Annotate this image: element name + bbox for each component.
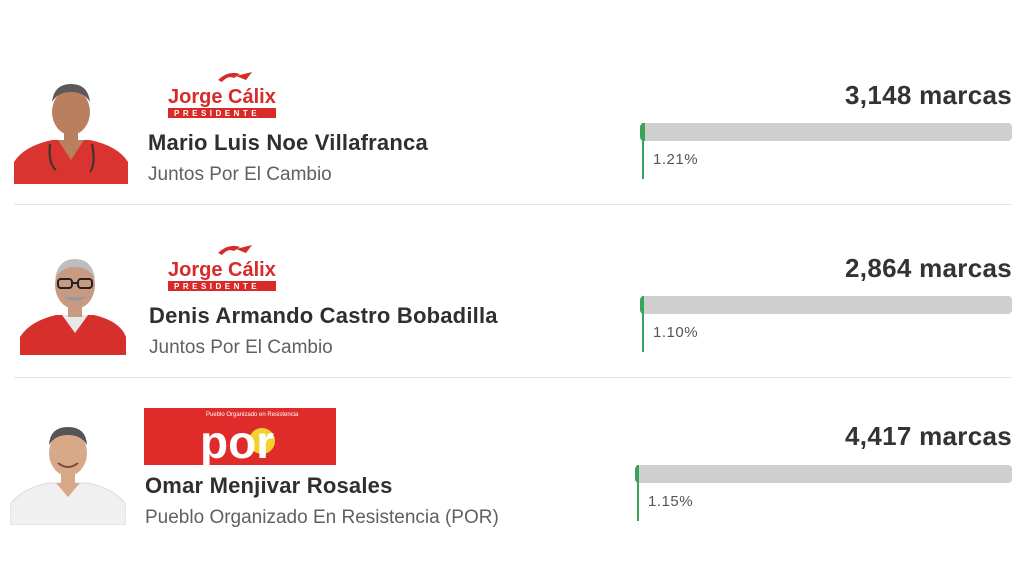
vote-count: 2,864 marcas — [845, 253, 1012, 283]
logo-wordmark: Jorge Cálix — [168, 86, 276, 108]
progress-bar-track — [640, 123, 1012, 141]
vote-percent: 1.21% — [653, 151, 699, 168]
candidate-party: Juntos Por El Cambio — [148, 164, 332, 185]
jorge-calix-logo: Jorge Cálix PRESIDENTE — [166, 70, 280, 125]
candidate-photo — [10, 415, 126, 525]
progress-bar-marker — [637, 465, 639, 521]
progress-bar-marker — [642, 123, 644, 179]
candidate-row: Pueblo Organizado en Resistencia por Oma… — [10, 395, 1012, 545]
por-logo: Pueblo Organizado en Resistencia por — [144, 408, 336, 470]
candidate-party: Juntos Por El Cambio — [149, 337, 333, 358]
candidate-row: Jorge Cálix PRESIDENTE Denis Armando Cas… — [14, 233, 1012, 377]
candidate-name: Mario Luis Noe Villafranca — [148, 130, 428, 155]
vote-count: 4,417 marcas — [845, 421, 1012, 451]
row-divider — [14, 204, 1012, 205]
candidate-party: Pueblo Organizado En Resistencia (POR) — [145, 507, 499, 528]
person-icon — [10, 415, 126, 525]
candidate-name: Omar Menjivar Rosales — [145, 473, 393, 498]
logo-subtext: PRESIDENTE — [174, 109, 260, 118]
row-divider — [14, 377, 1012, 378]
progress-bar-track — [640, 296, 1012, 314]
candidate-row: Jorge Cálix PRESIDENTE Mario Luis Noe Vi… — [14, 60, 1012, 204]
logo-wordmark: por — [200, 416, 274, 465]
candidate-name: Denis Armando Castro Bobadilla — [149, 303, 498, 328]
jorge-calix-logo: Jorge Cálix PRESIDENTE — [166, 243, 280, 298]
candidate-photo — [14, 74, 128, 184]
person-icon — [14, 74, 128, 184]
logo-wordmark: Jorge Cálix — [168, 259, 276, 281]
progress-bar-marker — [642, 296, 644, 352]
candidate-photo — [18, 249, 132, 359]
vote-percent: 1.10% — [653, 324, 699, 341]
person-icon — [18, 249, 132, 359]
progress-bar-track — [635, 465, 1012, 483]
logo-subtext: PRESIDENTE — [174, 282, 260, 291]
vote-percent: 1.15% — [648, 493, 694, 510]
vote-count: 3,148 marcas — [845, 80, 1012, 110]
logo-subtext: Pueblo Organizado en Resistencia — [206, 412, 299, 418]
